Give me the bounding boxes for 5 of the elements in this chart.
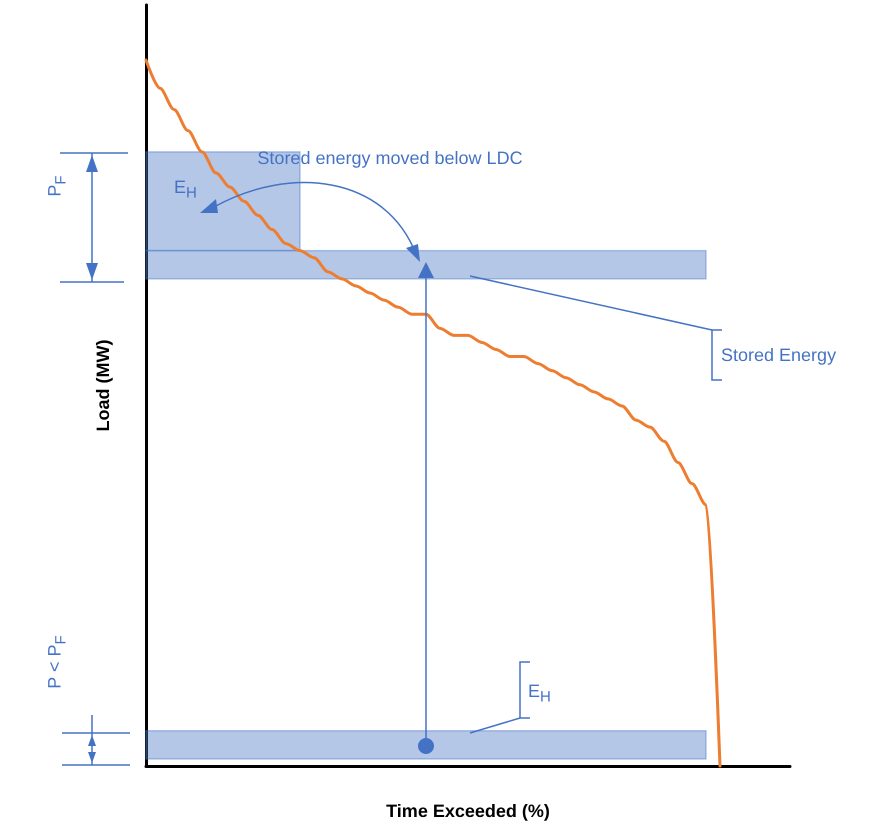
x-axis-title: Time Exceeded (%) (386, 801, 550, 821)
band-label: E$_{H}$ (174, 176, 197, 204)
annotation: Stored Energy (721, 344, 836, 367)
y-axis-title: Load (MW) (93, 340, 113, 432)
annotation: E$_{H}$ (528, 680, 551, 708)
